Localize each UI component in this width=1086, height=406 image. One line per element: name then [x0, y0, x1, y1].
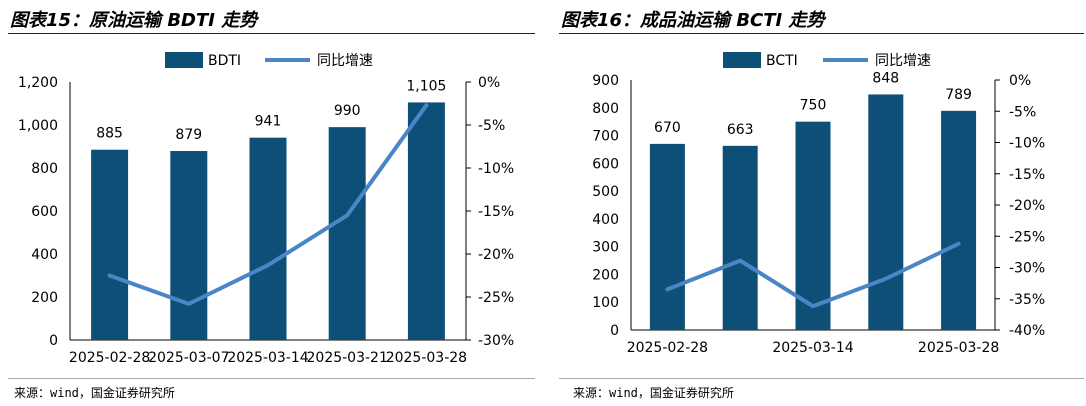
y-tick-label: 800: [592, 101, 619, 117]
y2-tick-label: -30%: [478, 333, 514, 349]
legend-bar-label: BCTI: [766, 53, 798, 69]
bar-data-label: 879: [175, 127, 202, 143]
bar: [91, 149, 129, 340]
legend-line-label: 同比增速: [875, 53, 931, 69]
y2-tick-label: -40%: [1009, 323, 1045, 339]
bar-data-label: 670: [654, 120, 681, 136]
y-tick-label: 600: [31, 204, 58, 220]
title-divider: [559, 33, 1084, 34]
x-tick-label: 2025-03-07: [148, 350, 229, 366]
bar: [249, 137, 287, 340]
y-tick-label: 400: [31, 247, 58, 263]
x-tick-label: 2025-03-21: [307, 350, 388, 366]
y-tick-label: 900: [592, 73, 619, 89]
bar: [868, 94, 904, 330]
y-tick-label: 700: [592, 129, 619, 145]
y2-tick-label: -35%: [1009, 292, 1045, 308]
y2-tick-label: -15%: [1009, 167, 1045, 183]
y2-tick-label: -30%: [1009, 261, 1045, 277]
bar: [170, 151, 208, 340]
figure-source: 来源：wind，国金证券研究所: [573, 386, 734, 400]
y-tick-label: 300: [592, 240, 619, 256]
y-tick-label: 800: [31, 161, 58, 177]
bar: [649, 143, 685, 330]
figure-source: 来源：wind，国金证券研究所: [14, 386, 175, 400]
y2-tick-label: -25%: [1009, 229, 1045, 245]
y2-tick-label: -5%: [478, 118, 505, 134]
y2-tick-label: 0%: [1009, 73, 1031, 89]
bar-data-label: 848: [872, 70, 899, 86]
source-divider: [559, 378, 1084, 379]
x-tick-label: 2025-03-14: [772, 340, 853, 356]
x-tick-label: 2025-03-14: [227, 350, 308, 366]
bar-data-label: 750: [800, 98, 827, 114]
bar: [722, 145, 758, 330]
legend-bar-swatch: [165, 52, 203, 68]
y-tick-label: 200: [31, 290, 58, 306]
figure-panel-bdti: 图表15：原油运输 BDTI 走势 BDTI 同比增速 0 200 400 600 800 1…: [8, 10, 535, 400]
bar-data-label: 941: [255, 114, 282, 130]
y-tick-label: 0: [610, 323, 619, 339]
bar-data-label: 990: [334, 103, 361, 119]
x-tick-label: 2025-02-28: [627, 340, 708, 356]
source-divider: [8, 378, 535, 379]
y-tick-label: 400: [592, 212, 619, 228]
y-tick-label: 0: [49, 333, 58, 349]
y2-tick-label: -10%: [478, 161, 514, 177]
figure-title: 图表15：原油运输 BDTI 走势: [10, 10, 258, 31]
legend-bar-label: BDTI: [208, 53, 241, 69]
legend-line-label: 同比增速: [317, 53, 373, 69]
bcti-chart: BCTI 同比增速 0 100 200 300 400 500 600 700 800 900 0% -5…: [592, 52, 1045, 356]
figure-title: 图表16：成品油运输 BCTI 走势: [561, 10, 825, 31]
y2-tick-label: -5%: [1009, 104, 1036, 120]
x-tick-label: 2025-02-28: [69, 350, 150, 366]
bdti-chart: BDTI 同比增速 0 200 400 600 800 1,000 1,200 0% -5% -10%…: [18, 52, 514, 366]
y2-tick-label: -20%: [1009, 198, 1045, 214]
y-tick-label: 200: [592, 267, 619, 283]
bar: [407, 102, 445, 340]
figure-panel-bcti: 图表16：成品油运输 BCTI 走势 BCTI 同比增速 0 100 200 300 400…: [543, 0, 1086, 406]
y2-tick-label: -20%: [478, 247, 514, 263]
y2-tick-label: 0%: [478, 75, 500, 91]
x-tick-label: 2025-03-28: [386, 350, 467, 366]
x-tick-label: 2025-03-28: [918, 340, 999, 356]
y2-tick-label: -15%: [478, 204, 514, 220]
title-divider: [8, 33, 535, 34]
bar-data-label: 1,105: [406, 78, 446, 94]
y2-tick-label: -25%: [478, 290, 514, 306]
y-tick-label: 500: [592, 184, 619, 200]
y-tick-label: 1,000: [18, 118, 58, 134]
legend-bar-swatch: [723, 52, 761, 68]
y2-tick-label: -10%: [1009, 136, 1045, 152]
y-tick-label: 100: [592, 295, 619, 311]
bar: [941, 110, 977, 330]
bar-data-label: 789: [945, 87, 972, 103]
bar: [795, 121, 831, 331]
y-tick-label: 1,200: [18, 75, 58, 91]
bar-data-label: 885: [96, 126, 123, 142]
y-tick-label: 600: [592, 156, 619, 172]
bar: [328, 127, 366, 341]
bar-data-label: 663: [727, 122, 754, 138]
